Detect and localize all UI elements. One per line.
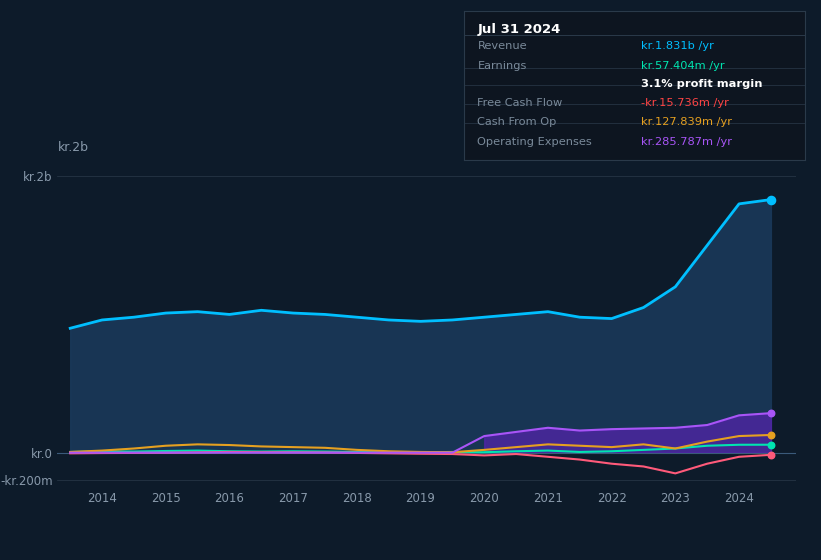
Text: Jul 31 2024: Jul 31 2024 [478, 23, 561, 36]
Text: kr.57.404m /yr: kr.57.404m /yr [641, 61, 725, 71]
Text: Operating Expenses: Operating Expenses [478, 137, 592, 147]
Point [764, 409, 777, 418]
Text: kr.285.787m /yr: kr.285.787m /yr [641, 137, 732, 147]
Text: Free Cash Flow: Free Cash Flow [478, 98, 562, 108]
Point [764, 431, 777, 440]
Text: Earnings: Earnings [478, 61, 527, 71]
Text: kr.127.839m /yr: kr.127.839m /yr [641, 117, 732, 127]
Text: 3.1% profit margin: 3.1% profit margin [641, 79, 763, 88]
Text: kr.1.831b /yr: kr.1.831b /yr [641, 41, 714, 51]
Text: kr.2b: kr.2b [57, 141, 89, 154]
Point [764, 195, 777, 204]
Point [764, 450, 777, 459]
Point [764, 440, 777, 449]
Text: Revenue: Revenue [478, 41, 527, 51]
Text: -kr.15.736m /yr: -kr.15.736m /yr [641, 98, 729, 108]
Text: Cash From Op: Cash From Op [478, 117, 557, 127]
